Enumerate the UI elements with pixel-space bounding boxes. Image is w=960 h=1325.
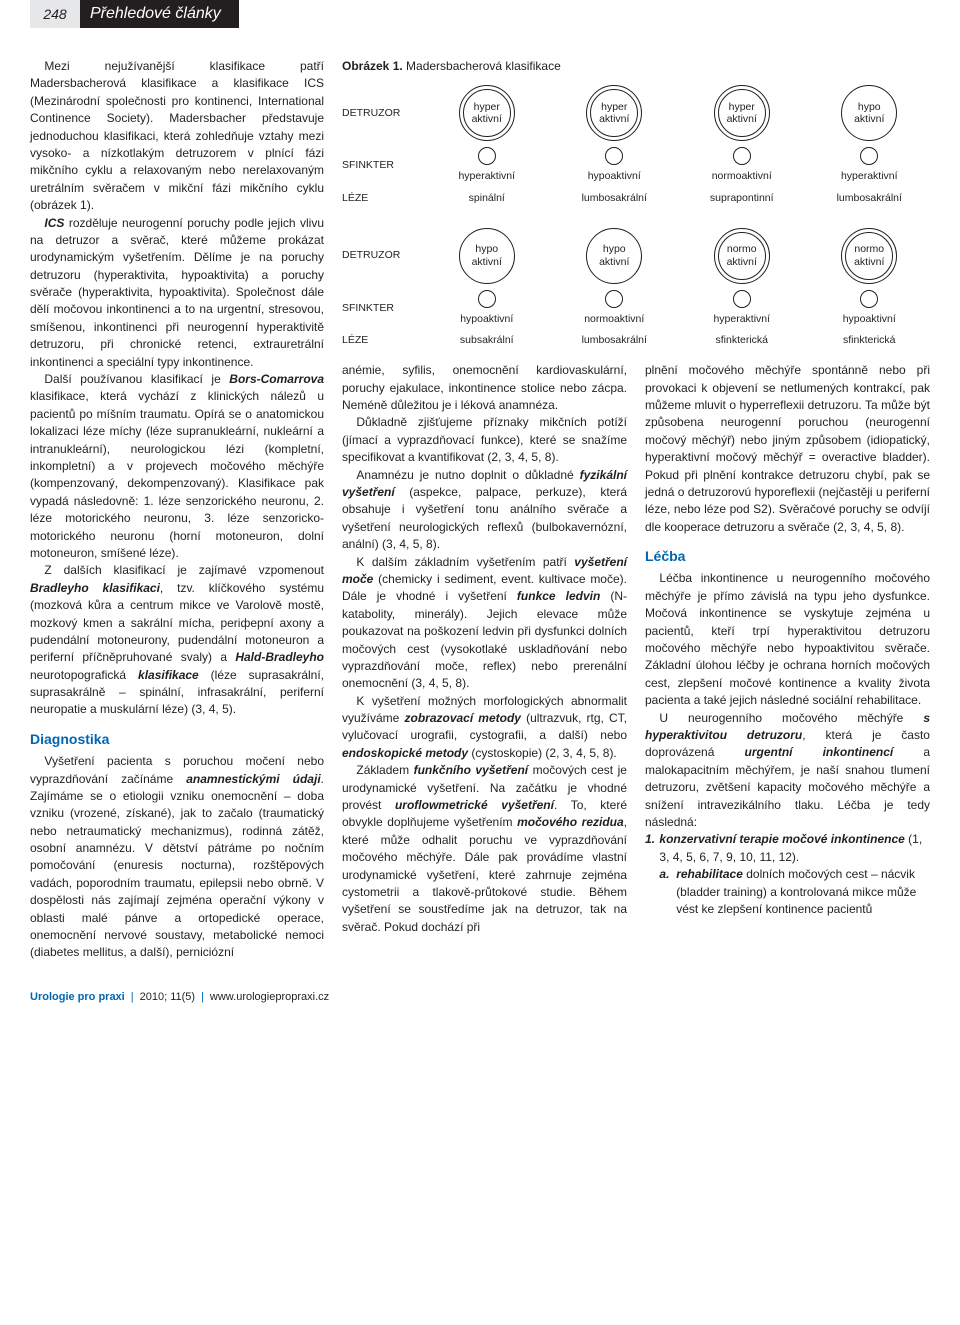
sphincter-label: hyperaktivní <box>713 312 770 327</box>
heading-lecba: Léčba <box>645 546 930 566</box>
detrusor-circle: hypoaktivní <box>459 228 515 284</box>
lesion-label: lumbosakrální <box>809 191 931 206</box>
detrusor-circle: hyperaktivní <box>714 85 770 141</box>
figure-row-label: LÉZE <box>342 333 420 348</box>
sphincter-label: normoaktivní <box>584 312 644 327</box>
body-text: U neurogenního močového měchýře s hypera… <box>645 710 930 832</box>
footer-sep: | <box>131 990 134 1006</box>
treatment-list: 1. konzervativní terapie močové inkontin… <box>645 831 930 918</box>
page-number: 248 <box>30 0 80 28</box>
detrusor-circle: hypoaktivní <box>841 85 897 141</box>
footer-issue: 2010; 11(5) <box>140 990 195 1006</box>
body-text: Důkladně zjišťujeme příznaky mikčních po… <box>342 414 627 466</box>
detrusor-circle: normoaktivní <box>841 228 897 284</box>
body-text: Vyšetření pacienta s poruchou močení neb… <box>30 753 324 962</box>
page-header: 248 Přehledové články <box>30 0 930 28</box>
sphincter-label: hypoaktivní <box>843 312 896 327</box>
page-footer: Urologie pro praxi | 2010; 11(5) | www.u… <box>30 990 930 1006</box>
figure-row-label: SFINKTER <box>342 158 420 173</box>
body-text: K vyšetření možných morfologických abnor… <box>342 693 627 763</box>
detrusor-circle: normoaktivní <box>714 228 770 284</box>
figure-title: Obrázek 1. Madersbacherová klasifikace <box>342 58 930 75</box>
sphincter-label: hyperaktivní <box>458 169 515 184</box>
sphincter-circle <box>860 147 878 165</box>
sphincter-label: hyperaktivní <box>841 169 898 184</box>
sphincter-circle <box>605 147 623 165</box>
sphincter-label: normoaktivní <box>712 169 772 184</box>
body-text: Léčba inkontinence u neurogenního močové… <box>645 570 930 709</box>
footer-journal: Urologie pro praxi <box>30 990 125 1006</box>
body-text: plnění močového měchýře spontánně nebo p… <box>645 362 930 536</box>
lesion-label: subsakrální <box>426 333 548 348</box>
sphincter-circle <box>860 290 878 308</box>
body-text: Anamnézu je nutno doplnit o důkladné fyz… <box>342 467 627 554</box>
body-text: Mezi nejužívanější klasifikace patří Mad… <box>30 58 324 215</box>
footer-url: www.urologiepropraxi.cz <box>210 990 329 1006</box>
detrusor-circle: hyperaktivní <box>586 85 642 141</box>
body-text: anémie, syfilis, onemocnění kardiovaskul… <box>342 362 627 414</box>
lesion-label: lumbosakrální <box>554 333 676 348</box>
body-text: Další používanou klasifikací je Bors-Com… <box>30 371 324 562</box>
column-left: Mezi nejužívanější klasifikace patří Mad… <box>30 58 324 962</box>
sphincter-circle <box>605 290 623 308</box>
body-text: ICS rozděluje neurogenní poruchy podle j… <box>30 215 324 372</box>
figure-row-label: LÉZE <box>342 191 420 206</box>
detrusor-circle: hypoaktivní <box>586 228 642 284</box>
body-text: K dalším základním vyšetřením patří vyše… <box>342 554 627 693</box>
figure-row-label: DETRUZOR <box>342 106 420 121</box>
list-item: 1. konzervativní terapie močové inkontin… <box>659 831 930 918</box>
figure-madersbacher: Obrázek 1. Madersbacherová klasifikace D… <box>342 58 930 348</box>
sphincter-circle <box>733 147 751 165</box>
lesion-label: sfinkterická <box>681 333 803 348</box>
list-item: a. rehabilitace dolních močových cest – … <box>676 866 930 918</box>
body-text: Z dalších klasifikací je zajímavé vzpome… <box>30 562 324 719</box>
column-right: plnění močového měchýře spontánně nebo p… <box>645 362 930 936</box>
sphincter-label: hypoaktivní <box>460 312 513 327</box>
lesion-label: lumbosakrální <box>554 191 676 206</box>
detrusor-circle: hyperaktivní <box>459 85 515 141</box>
lesion-label: suprapontinní <box>681 191 803 206</box>
section-title: Přehledové články <box>80 0 239 28</box>
lesion-label: spinální <box>426 191 548 206</box>
heading-diagnostika: Diagnostika <box>30 729 324 749</box>
sphincter-circle <box>733 290 751 308</box>
lesion-label: sfinkterická <box>809 333 931 348</box>
sphincter-circle <box>478 147 496 165</box>
column-middle: anémie, syfilis, onemocnění kardiovaskul… <box>342 362 627 936</box>
body-text: Základem funkčního vyšetření močových ce… <box>342 762 627 936</box>
footer-sep: | <box>201 990 204 1006</box>
sphincter-circle <box>478 290 496 308</box>
sphincter-label: hypoaktivní <box>588 169 641 184</box>
figure-row-label: SFINKTER <box>342 301 420 316</box>
figure-row-label: DETRUZOR <box>342 248 420 263</box>
